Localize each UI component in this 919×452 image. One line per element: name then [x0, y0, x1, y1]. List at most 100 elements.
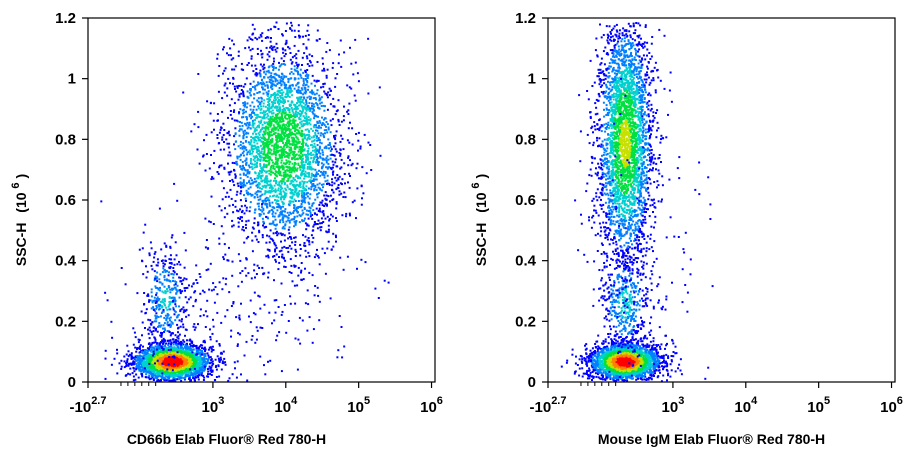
- event-point: [308, 239, 310, 242]
- event-point: [182, 279, 185, 282]
- event-point: [300, 125, 303, 128]
- event-point: [319, 121, 322, 124]
- event-point: [293, 68, 296, 71]
- event-point: [239, 186, 242, 188]
- event-point: [174, 372, 177, 375]
- event-point: [182, 347, 185, 350]
- event-point: [162, 350, 165, 353]
- event-point: [199, 275, 202, 278]
- event-point: [347, 156, 350, 159]
- event-point: [259, 165, 262, 167]
- event-point: [323, 90, 326, 93]
- event-point: [258, 267, 261, 269]
- event-point: [145, 359, 148, 362]
- event-point: [277, 123, 280, 126]
- event-point: [160, 248, 163, 251]
- event-point: [227, 130, 230, 133]
- event-point: [116, 372, 119, 375]
- event-point: [155, 364, 158, 367]
- event-point: [313, 115, 316, 118]
- event-point: [338, 53, 340, 56]
- event-point: [305, 106, 308, 109]
- event-point: [161, 282, 164, 285]
- event-point: [293, 198, 296, 201]
- event-point: [169, 351, 172, 354]
- event-point: [163, 316, 166, 319]
- event-point: [138, 360, 141, 363]
- event-point: [170, 258, 173, 261]
- event-point: [126, 361, 129, 364]
- event-point: [192, 353, 195, 356]
- event-point: [272, 94, 274, 97]
- event-point: [341, 214, 344, 217]
- event-point: [239, 216, 242, 219]
- event-point: [294, 184, 297, 187]
- event-point: [306, 96, 309, 99]
- event-point: [271, 109, 274, 112]
- event-point: [159, 286, 161, 289]
- event-point: [342, 196, 345, 198]
- event-point: [309, 123, 312, 126]
- event-point: [154, 251, 157, 254]
- event-point: [167, 363, 170, 366]
- event-point: [250, 136, 253, 138]
- event-point: [284, 171, 287, 174]
- event-point: [148, 348, 150, 350]
- event-point: [183, 266, 186, 269]
- event-point: [269, 117, 272, 120]
- event-point: [272, 99, 275, 102]
- event-point: [149, 299, 152, 302]
- event-point: [276, 105, 279, 108]
- event-point: [239, 199, 242, 202]
- event-point: [262, 133, 264, 136]
- event-point: [160, 331, 162, 334]
- event-point: [274, 128, 277, 131]
- event-point: [167, 305, 170, 308]
- event-point: [278, 183, 281, 186]
- event-point: [303, 133, 306, 136]
- event-point: [156, 271, 159, 274]
- event-point: [309, 61, 312, 64]
- event-point: [150, 295, 153, 298]
- event-point: [203, 376, 206, 379]
- event-point: [330, 153, 333, 156]
- event-point: [284, 266, 287, 268]
- event-point: [265, 91, 268, 94]
- event-point: [156, 296, 159, 299]
- event-point: [141, 375, 144, 378]
- event-point: [306, 133, 309, 136]
- event-point: [166, 368, 169, 371]
- event-point: [138, 346, 141, 349]
- event-point: [163, 379, 166, 382]
- event-point: [288, 169, 291, 172]
- event-point: [268, 172, 271, 175]
- event-point: [135, 366, 138, 368]
- event-point: [195, 360, 198, 362]
- event-point: [244, 159, 247, 162]
- event-point: [187, 298, 190, 301]
- event-point: [194, 290, 197, 293]
- event-point: [162, 324, 165, 327]
- event-point: [218, 343, 221, 345]
- event-point: [196, 148, 199, 151]
- event-point: [156, 345, 159, 348]
- event-point: [295, 132, 298, 135]
- event-point: [178, 319, 181, 322]
- event-point: [267, 126, 270, 129]
- event-point: [260, 53, 263, 56]
- event-point: [184, 334, 186, 337]
- event-point: [226, 87, 229, 90]
- event-point: [281, 164, 284, 167]
- event-point: [337, 118, 340, 121]
- event-point: [261, 234, 264, 236]
- event-point: [300, 123, 303, 126]
- event-point: [272, 210, 275, 213]
- event-point: [193, 356, 195, 359]
- event-point: [284, 193, 286, 196]
- event-point: [299, 68, 302, 71]
- event-point: [293, 209, 296, 212]
- event-point: [123, 355, 126, 358]
- event-point: [310, 185, 313, 188]
- event-point: [337, 178, 340, 181]
- event-point: [170, 364, 173, 367]
